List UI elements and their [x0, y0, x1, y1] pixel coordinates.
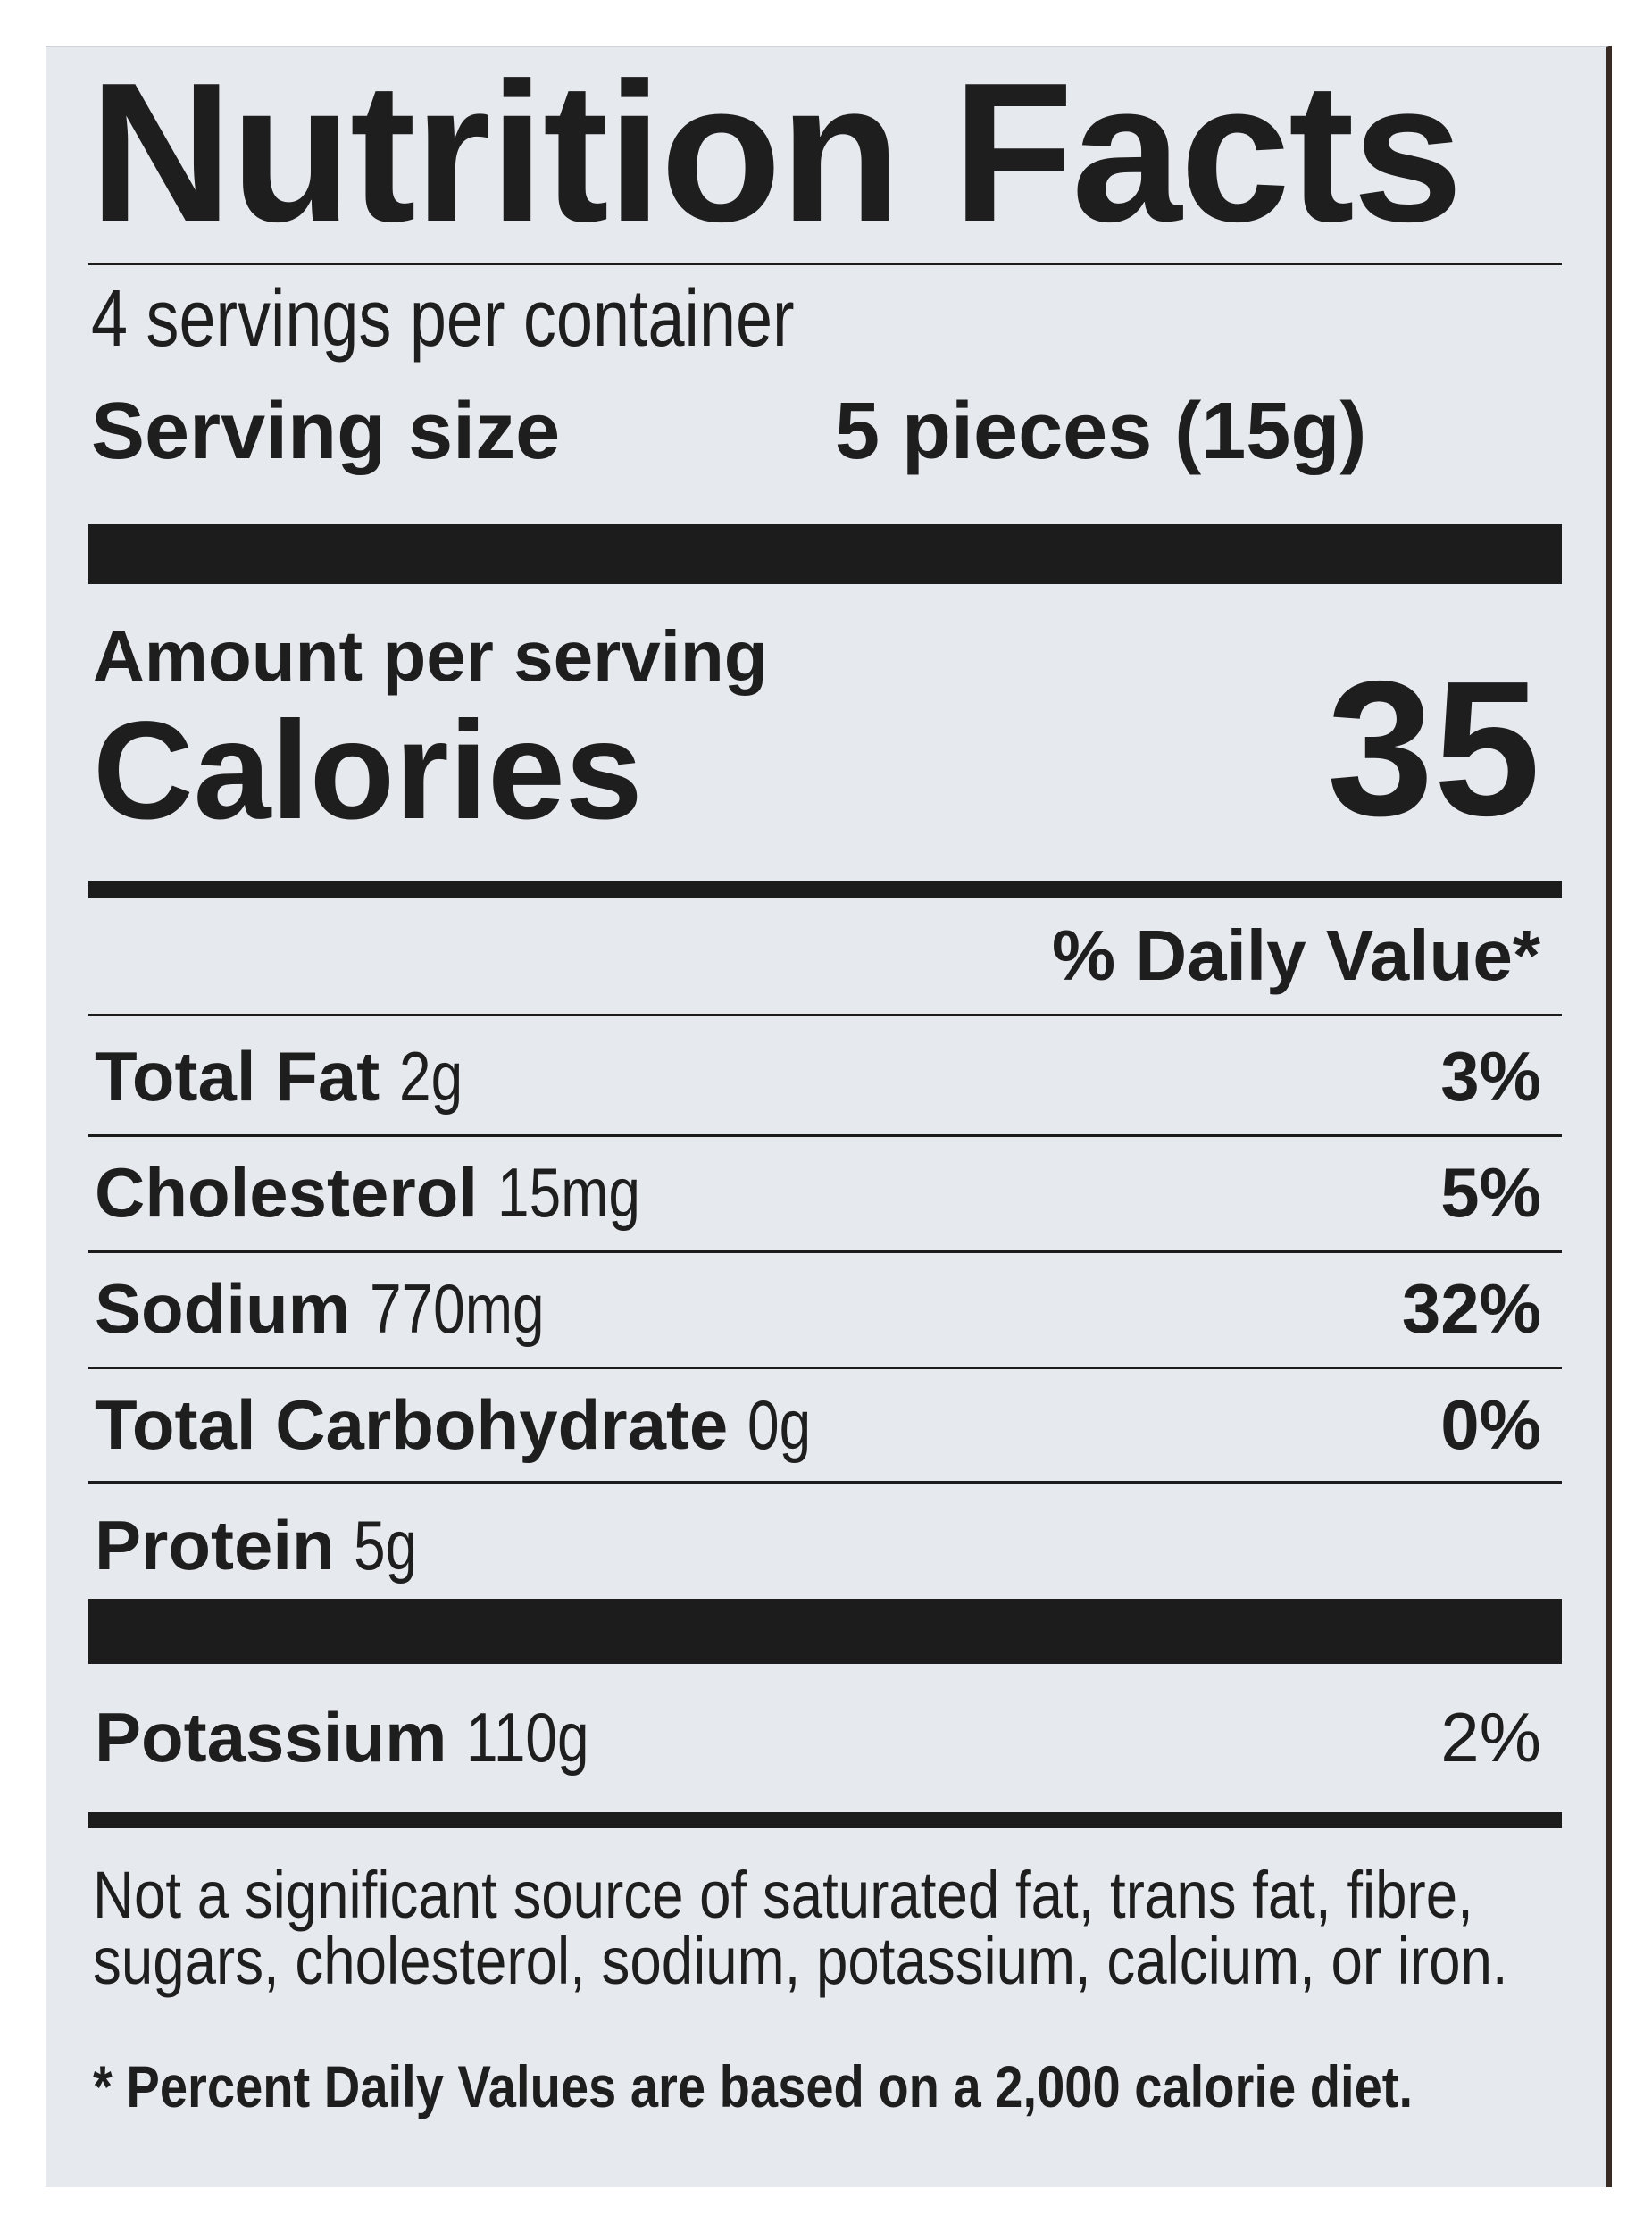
nutrient-row-sodium: Sodium 770mg 32% [95, 1268, 1541, 1350]
amount-per-serving: Amount per serving [93, 616, 768, 696]
mineral-dv: 2% [1440, 1698, 1541, 1776]
servings-per-container: 4 servings per container [91, 274, 795, 364]
nutrient-dv: 3% [1440, 1037, 1541, 1116]
nutrient-name: Total Carbohydrate [95, 1385, 729, 1464]
nutrient-row-total-carbohydrate: Total Carbohydrate 0g 0% [95, 1384, 1541, 1466]
nutrient-row-cholesterol: Cholesterol 15mg 5% [95, 1152, 1541, 1233]
mineral-row-potassium: Potassium 110g 2% [95, 1697, 1541, 1778]
nutrient-name: Sodium [95, 1269, 350, 1348]
daily-value-header: % Daily Value* [1052, 915, 1540, 995]
nutrient-name: Protein [95, 1506, 335, 1584]
calories-value: 35 [1326, 640, 1540, 856]
nutrient-dv: 32% [1401, 1269, 1541, 1348]
thick-divider [88, 1599, 1562, 1664]
nutrient-row-total-fat: Total Fat 2g 3% [95, 1036, 1541, 1117]
thin-divider [88, 1134, 1562, 1137]
not-significant-note: Not a significant source of saturated fa… [93, 1858, 1508, 1998]
medium-divider [88, 881, 1562, 898]
thick-divider [88, 524, 1562, 584]
serving-size-label: Serving size [91, 387, 561, 476]
thin-divider [88, 1014, 1562, 1016]
nutrition-facts-panel [46, 46, 1612, 2187]
nutrient-amount: 2g [398, 1037, 463, 1116]
nutrient-row-protein: Protein 5g [95, 1505, 1541, 1586]
calories-label: Calories [93, 693, 643, 848]
nutrient-amount: 770mg [369, 1269, 545, 1348]
serving-size-value: 5 pieces (15g) [835, 387, 1367, 476]
thin-divider [88, 263, 1562, 265]
thin-divider [88, 1367, 1562, 1369]
mineral-name: Potassium [95, 1698, 447, 1776]
medium-divider [88, 1812, 1562, 1828]
nutrient-dv: 5% [1440, 1153, 1541, 1232]
nutrient-name: Cholesterol [95, 1153, 479, 1232]
nutrient-name: Total Fat [95, 1037, 380, 1116]
thin-divider [88, 1250, 1562, 1253]
daily-value-footnote: * Percent Daily Values are based on a 2,… [93, 2053, 1414, 2119]
nutrient-amount: 5g [354, 1506, 418, 1584]
thin-divider [88, 1481, 1562, 1484]
nutrient-amount: 15mg [496, 1153, 640, 1232]
nutrient-dv: 0% [1440, 1385, 1541, 1464]
label-title: Nutrition Facts [89, 42, 1463, 263]
mineral-amount: 110g [466, 1698, 589, 1776]
nutrient-amount: 0g [747, 1385, 812, 1464]
